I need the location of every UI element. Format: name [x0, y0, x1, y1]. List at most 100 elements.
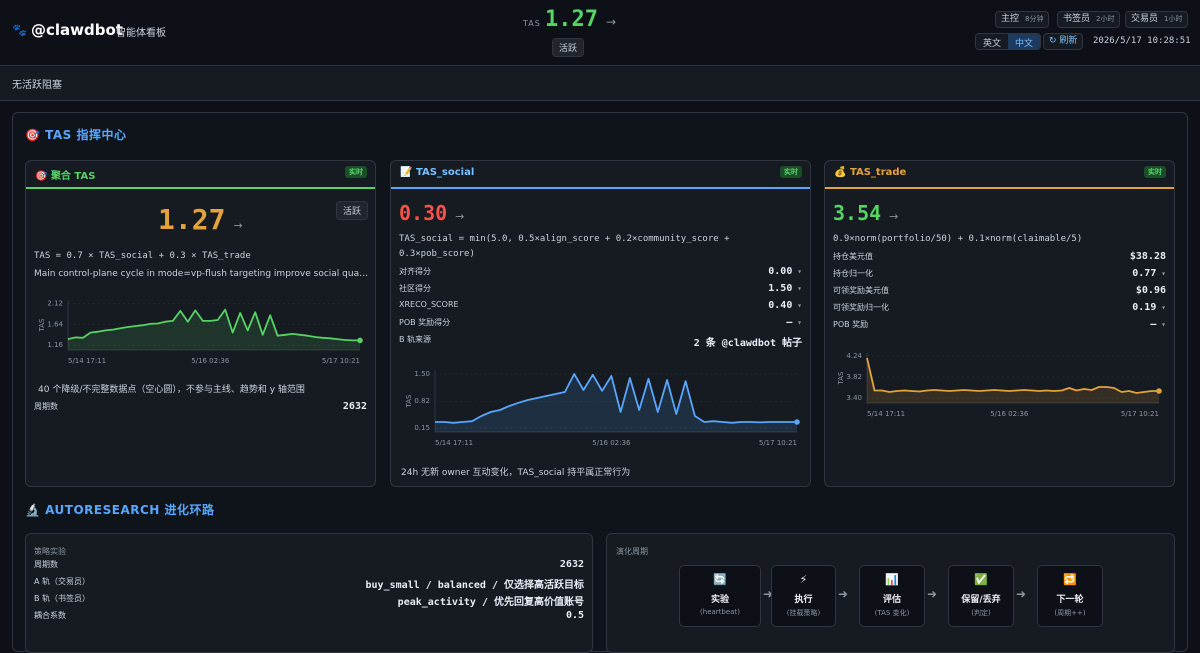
- formula: TAS_social = min(5.0, 0.5×align_score + …: [399, 234, 730, 259]
- panel-header: 📝 TAS_social 实时: [391, 161, 810, 189]
- value-line: 3.54 →: [833, 201, 898, 225]
- panel-value: 0.30: [399, 201, 448, 225]
- panel-trend: →: [233, 219, 243, 232]
- metric-value[interactable]: 0.00: [768, 266, 802, 277]
- agent-badge: 主控 8分钟: [995, 11, 1050, 28]
- blockers-bar: 无活跃阻塞: [0, 67, 1200, 101]
- panel: 🎯 聚合 TAS 实时 1.27 → 活跃 TAS = 0.7 × TAS_soci…: [25, 160, 376, 487]
- language-option[interactable]: 英文: [976, 34, 1009, 49]
- area: [68, 309, 360, 350]
- x-tick-label: 5/14 17:11: [435, 439, 473, 447]
- agent-age: 1小时: [1164, 15, 1183, 23]
- step-icon: 🔄: [713, 573, 727, 586]
- metric-label: 周期数: [34, 560, 58, 569]
- chart: TAS 1.50 0.82 0.15 5/14 17:11 5/16 02:36 5/17 …: [405, 370, 800, 447]
- metric-value: peak_activity / 优先回复高价值账号: [397, 597, 584, 608]
- metric-value[interactable]: 0.77: [1132, 268, 1166, 279]
- metric-value[interactable]: —: [1150, 319, 1166, 330]
- y-tick-label: 1.64: [47, 320, 63, 328]
- panel-title: 聚合 TAS: [50, 171, 96, 182]
- panel-icon: 📝: [400, 167, 413, 178]
- metric-value[interactable]: 0.40: [768, 300, 802, 311]
- metric-label: B 轨（书签员）: [34, 594, 91, 603]
- step-sub: (挂载策略): [786, 609, 821, 617]
- y-axis-label: TAS: [837, 371, 845, 386]
- y-tick-label: 0.82: [414, 397, 430, 405]
- metric-label: B 轨来源: [399, 335, 432, 344]
- status-button[interactable]: 活跃: [336, 201, 369, 220]
- metric-value: $0.96: [1135, 285, 1166, 296]
- metric-value: $38.28: [1129, 251, 1166, 262]
- value-line: 0.30 →: [399, 201, 464, 225]
- metric-row: 周期数 2632: [34, 401, 367, 418]
- metric-row: 持仓归一化 0.77: [833, 268, 1166, 285]
- section-title: 🔬 AUTORESEARCH 进化环路: [25, 503, 215, 517]
- step-icon: ⚡: [799, 573, 808, 586]
- panel: 策略实验 周期数 2632 A 轨（交易员） buy_small / balanced…: [25, 533, 593, 653]
- step-sub: (判定): [971, 609, 991, 617]
- agent-badge: 书签员 2小时: [1057, 11, 1121, 28]
- panel-trend: →: [889, 210, 899, 223]
- last-point: [794, 419, 800, 425]
- y-axis-label: TAS: [405, 394, 413, 409]
- y-axis-label: TAS: [38, 318, 46, 333]
- dashboard: 🐾 @clawdbot 智能体看板 TAS 1.27 → 活跃 英文 中文 ↻ …: [0, 0, 1200, 635]
- logo: 🐾: [12, 23, 27, 37]
- panel-title: 演化周期: [616, 547, 648, 556]
- panel-value: 3.54: [833, 201, 882, 225]
- agent-badge: 交易员 1小时: [1125, 11, 1189, 28]
- step-sub: (周期++): [1054, 609, 1086, 617]
- metric-row: 耦合系数 0.5: [34, 610, 584, 627]
- step-icon: ✅: [974, 573, 988, 586]
- tas-label: TAS: [523, 19, 541, 28]
- language-option[interactable]: 中文: [1008, 34, 1041, 49]
- last-point: [357, 337, 363, 344]
- last-point: [1156, 388, 1162, 394]
- agent-name: 交易员: [1131, 14, 1159, 24]
- formula: 0.9×norm(portfolio/50) + 0.1×norm(claima…: [833, 234, 1083, 244]
- area: [867, 358, 1159, 403]
- cycle-step: 🔄 实验 (heartbeat): [679, 565, 761, 627]
- panel-title: TAS_trade: [849, 167, 907, 178]
- arrow: ➜: [927, 587, 938, 601]
- line: [67, 308, 360, 342]
- panel-icon: 💰: [834, 167, 847, 178]
- live-badge: 实时: [780, 166, 802, 178]
- metric-row: 对齐得分 0.00: [399, 266, 802, 283]
- x-tick-label: 5/17 10:21: [322, 357, 360, 365]
- live-badge: 实时: [345, 166, 367, 178]
- arrow: ➜: [1016, 587, 1027, 601]
- panel-title: 策略实验: [34, 547, 66, 556]
- metric-row: 社区得分 1.50: [399, 283, 802, 300]
- step-title: 保留/丢弃: [961, 595, 1001, 605]
- cycle-step: 📊 评估 (TAS 变化): [859, 565, 925, 627]
- x-tick-label: 5/16 02:36: [191, 357, 230, 365]
- status-badge: 活跃: [552, 38, 585, 57]
- metric-value[interactable]: 0.19: [1132, 302, 1166, 313]
- line: [435, 373, 797, 424]
- page: clawdbot dashboard { "header": {"logo": …: [0, 0, 1200, 635]
- value-line: 1.27 →: [158, 203, 243, 236]
- metric-label: 周期数: [34, 402, 58, 411]
- metric-value: 2 条 @clawdbot 帖子: [693, 338, 802, 349]
- metric-row: POB 奖励 —: [833, 319, 1166, 336]
- y-tick-label: 4.24: [846, 352, 862, 360]
- header: 🐾 @clawdbot 智能体看板 TAS 1.27 → 活跃 英文 中文 ↻ …: [0, 0, 1200, 66]
- x-tick-label: 5/16 02:36: [592, 439, 631, 447]
- agent-name: 主控: [1001, 14, 1020, 24]
- metric-row: B 轨来源 2 条 @clawdbot 帖子: [399, 334, 802, 351]
- x-tick-label: 5/17 10:21: [759, 439, 797, 447]
- refresh-button[interactable]: ↻ 刷新: [1043, 33, 1084, 50]
- formula: TAS = 0.7 × TAS_social + 0.3 × TAS_trade: [34, 251, 251, 261]
- chart: TAS 4.24 3.82 3.40 5/14 17:11 5/16 02:36 5/17 …: [837, 352, 1162, 418]
- cycle-step: 🔁 下一轮 (周期++): [1037, 565, 1103, 627]
- agent-age: 2小时: [1096, 15, 1115, 23]
- y-tick-label: 3.40: [846, 394, 862, 402]
- step-sub: (heartbeat): [700, 608, 740, 616]
- metric-value[interactable]: —: [786, 317, 802, 328]
- metric-value[interactable]: 1.50: [768, 283, 802, 294]
- metric-label: 耦合系数: [34, 611, 66, 620]
- panel-header: 🎯 聚合 TAS 实时: [26, 161, 375, 189]
- x-tick-label: 5/14 17:11: [867, 410, 905, 418]
- panel-trend: →: [455, 210, 465, 223]
